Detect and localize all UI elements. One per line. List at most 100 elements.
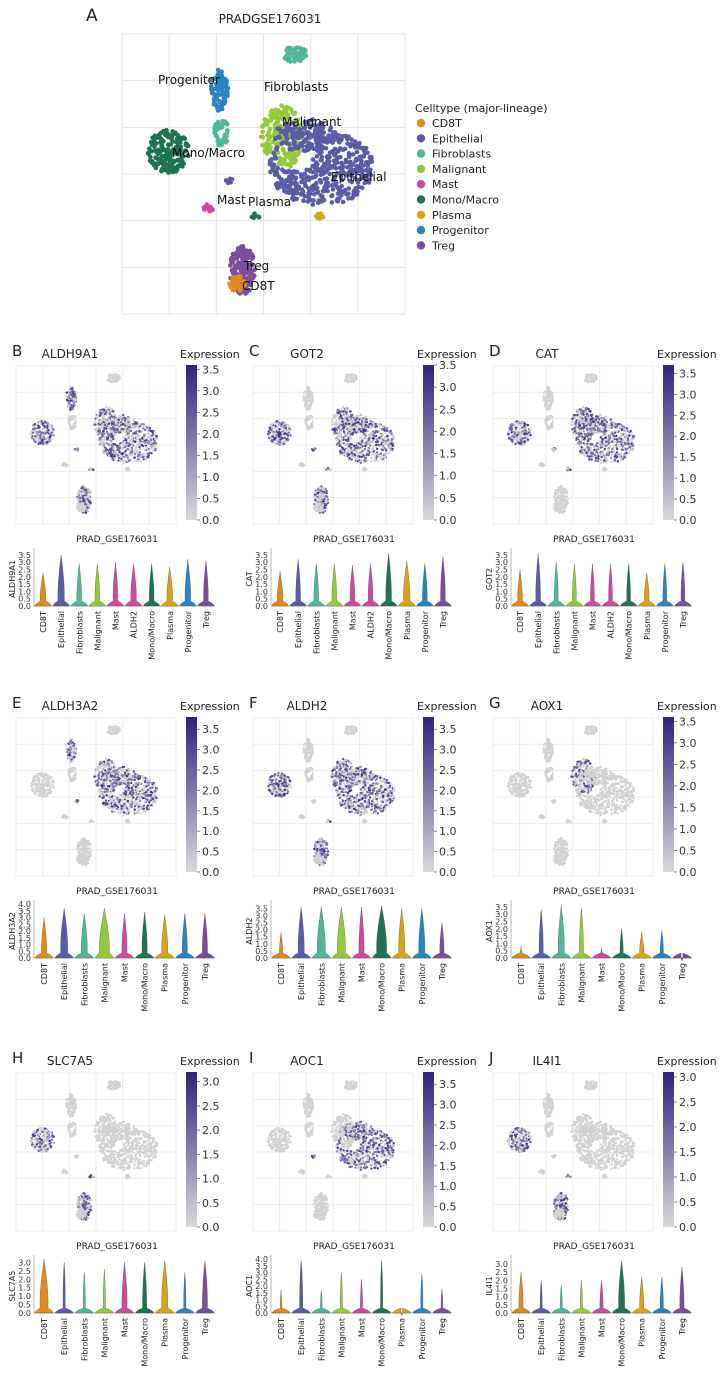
violin-shape — [307, 563, 325, 607]
cell-point — [589, 443, 593, 446]
cell-point — [359, 461, 362, 464]
violin-shape — [125, 563, 142, 607]
cell-point — [350, 455, 353, 458]
cell-point — [313, 493, 317, 496]
cell-point — [291, 111, 297, 117]
cell-point — [306, 399, 309, 402]
cell-point — [280, 167, 285, 172]
cell-point — [105, 442, 108, 445]
cell-point — [349, 437, 352, 441]
cell-point — [316, 497, 319, 500]
cell-point — [231, 282, 237, 288]
cell-point — [370, 453, 374, 456]
cell-point — [99, 436, 102, 439]
cell-point — [523, 424, 526, 427]
cell-point — [383, 426, 386, 429]
cell-point — [144, 458, 147, 461]
cell-point — [369, 432, 372, 435]
cell-point — [314, 180, 319, 186]
cell-point — [221, 79, 226, 84]
cell-point — [612, 430, 615, 433]
cell-point — [626, 447, 629, 450]
cell-point — [275, 420, 278, 423]
cell-point — [298, 172, 304, 177]
cell-point — [365, 418, 368, 421]
cell-point — [347, 447, 350, 450]
cell-point — [119, 423, 123, 427]
cell-point — [238, 283, 244, 289]
cell-point — [309, 395, 312, 398]
cell-point — [380, 437, 383, 441]
cell-point — [37, 437, 40, 440]
cell-point — [295, 53, 301, 58]
cell-point — [67, 421, 70, 424]
cell-point — [275, 108, 281, 113]
cell-point — [367, 434, 370, 438]
cell-point — [300, 176, 306, 181]
cell-point — [362, 425, 365, 429]
cell-point — [601, 452, 605, 455]
cell-point — [268, 146, 273, 152]
cell-point — [546, 394, 549, 397]
cell-point — [165, 162, 170, 167]
cell-point — [98, 419, 101, 422]
cell-point — [265, 132, 271, 138]
cell-point — [380, 433, 383, 437]
cell-point — [544, 421, 547, 424]
cell-point — [328, 125, 334, 130]
cell-point — [309, 422, 313, 425]
cell-point — [516, 422, 519, 425]
cell-point — [358, 161, 364, 167]
cell-point — [596, 459, 600, 463]
cell-point — [542, 398, 546, 402]
cell-point — [590, 446, 593, 449]
cell-point — [507, 430, 510, 433]
cell-point — [310, 426, 313, 429]
legend-swatch — [416, 225, 426, 235]
cell-point — [150, 452, 153, 455]
cell-point — [579, 420, 582, 424]
cell-point — [126, 459, 129, 462]
cell-point — [375, 456, 378, 459]
cell-point — [109, 378, 112, 381]
cell-point — [319, 507, 322, 510]
cell-point — [625, 429, 628, 432]
cell-point — [83, 496, 87, 499]
cluster-labels: Progenitor FibroblastsMalignantMono/Macro… — [158, 73, 387, 293]
cell-point — [74, 396, 77, 399]
cell-point — [175, 165, 180, 171]
cell-point — [574, 422, 577, 425]
cell-point — [214, 95, 219, 101]
cell-point — [314, 185, 320, 191]
cell-point — [282, 186, 287, 192]
cell-point — [584, 439, 588, 442]
cell-point — [124, 449, 128, 452]
cell-point — [613, 455, 617, 458]
cell-point — [339, 177, 345, 183]
cell-point — [609, 432, 612, 435]
cell-point — [333, 413, 336, 417]
colorbar-tick: 3.0 — [439, 381, 457, 394]
cell-point — [321, 197, 327, 203]
cell-point — [288, 59, 293, 64]
feature-points — [506, 373, 636, 514]
cell-point — [347, 178, 353, 184]
violin-category: Plasma — [166, 611, 175, 640]
cell-point — [115, 444, 119, 447]
cell-point — [375, 447, 379, 451]
cell-point — [507, 433, 510, 436]
cell-point — [343, 452, 346, 456]
cell-point — [271, 114, 276, 119]
cell-point — [103, 412, 107, 416]
cell-point — [315, 506, 318, 510]
cell-point — [93, 423, 96, 426]
cell-point — [551, 393, 554, 397]
cell-point — [330, 187, 336, 192]
cell-point — [107, 406, 111, 410]
violin-shape — [52, 554, 70, 607]
cell-point — [580, 408, 583, 411]
cell-point — [73, 403, 76, 407]
colorbar-tick: 2.0 — [439, 425, 457, 438]
cell-point — [583, 431, 586, 434]
cell-point — [283, 424, 286, 427]
